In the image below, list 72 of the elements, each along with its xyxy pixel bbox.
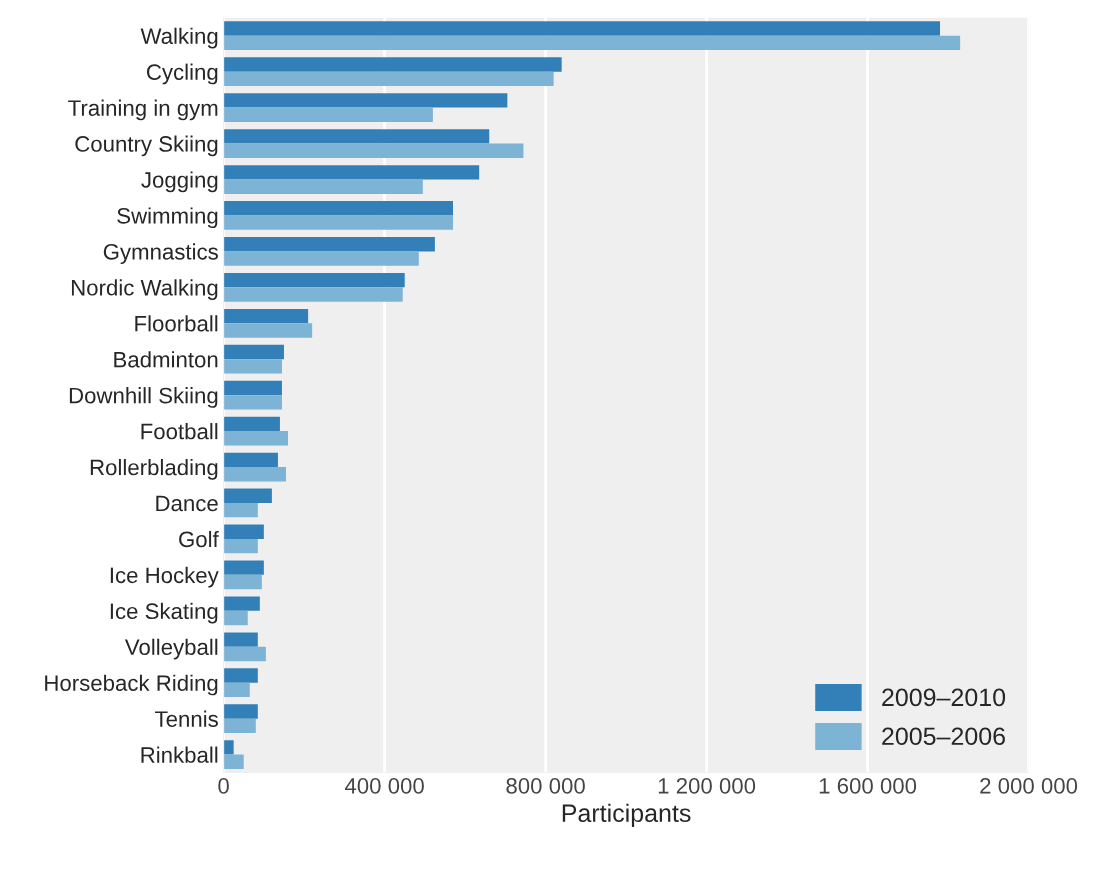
y-tick-label: Swimming [117, 207, 218, 229]
bar [223, 57, 562, 72]
y-tick-label: Training in gym [68, 99, 218, 121]
x-tick-label: 1 200 000 [658, 778, 756, 794]
bar [223, 287, 403, 302]
y-tick-label: Football [141, 423, 218, 440]
bar [223, 416, 280, 432]
bar [223, 596, 260, 611]
bar [223, 201, 454, 216]
bar [223, 251, 419, 266]
legend-label: 2005–2006 [882, 727, 1005, 746]
bar [223, 754, 244, 769]
y-tick-label: Horseback Riding [45, 674, 218, 696]
bar [223, 107, 433, 122]
y-tick-label: Cycling [147, 63, 218, 85]
y-tick-label: Gymnastics [103, 243, 218, 265]
bar [223, 344, 284, 360]
y-tick-label: Jogging [141, 171, 218, 193]
bar [223, 143, 524, 158]
y-tick-label: Dance [156, 495, 218, 512]
bar [223, 179, 423, 194]
y-tick-label: Floorball [135, 315, 218, 332]
bar [223, 272, 405, 288]
bar [223, 718, 256, 734]
bar [223, 704, 258, 719]
bar [223, 215, 454, 230]
y-tick-label: Country Skiing [75, 135, 218, 157]
x-tick-label: 800 000 [506, 778, 585, 794]
bar [223, 380, 282, 396]
bar [223, 524, 264, 539]
bar [223, 467, 286, 482]
bar [223, 538, 258, 554]
legend-label: 2009–2010 [882, 688, 1006, 707]
y-tick-label: Rinkball [141, 746, 218, 763]
y-tick-label: Rollerblading [90, 458, 218, 480]
y-tick-label: Nordic Walking [71, 279, 218, 300]
x-tick-label: 2 000 000 [980, 778, 1078, 794]
bar [223, 502, 258, 518]
bar [223, 71, 554, 87]
bar [223, 35, 961, 51]
bar [223, 323, 313, 338]
bar [223, 610, 248, 626]
y-tick-label: Ice Skating [110, 602, 218, 624]
bar [223, 308, 309, 324]
x-tick-label: 0 [218, 778, 229, 794]
bar [223, 21, 941, 36]
x-axis-title: Participants [562, 803, 691, 827]
bar [223, 129, 490, 144]
bar [223, 488, 272, 503]
y-tick-label: Golf [179, 530, 219, 548]
bar [223, 646, 266, 662]
x-tick-label: 1 600 000 [819, 778, 917, 794]
y-tick-label: Volleyball [124, 638, 218, 660]
y-tick-label: Tennis [155, 710, 218, 727]
bar [223, 431, 288, 446]
bar [223, 237, 435, 252]
bar [223, 560, 264, 575]
bar [223, 668, 258, 683]
bar [223, 574, 262, 590]
bar [223, 359, 282, 374]
y-tick-label: Walking [140, 27, 218, 49]
bar [223, 682, 250, 698]
y-tick-label: Ice Hockey [110, 566, 219, 588]
y-tick-label: Downhill Skiing [69, 387, 218, 408]
bar [223, 395, 282, 410]
y-tick-label: Badminton [114, 351, 218, 368]
x-tick-label: 400 000 [344, 778, 424, 794]
bar [223, 632, 258, 647]
bar [223, 165, 480, 180]
bar [223, 740, 234, 755]
bar [223, 452, 278, 468]
bar [223, 93, 508, 108]
